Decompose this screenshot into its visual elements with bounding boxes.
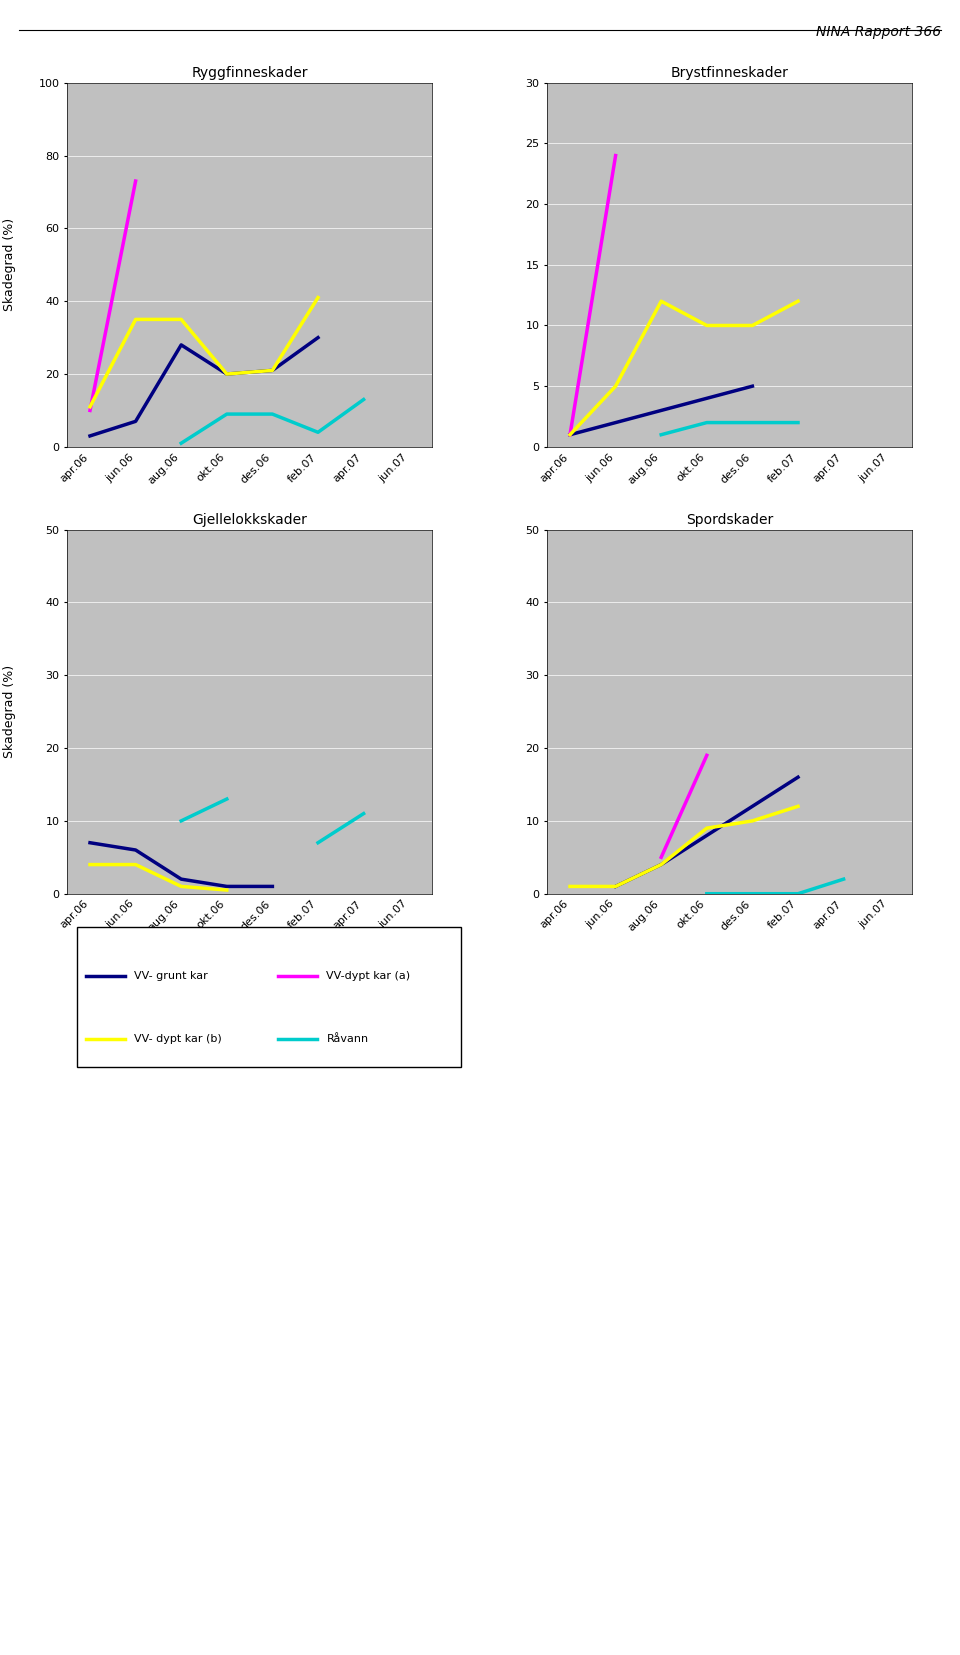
Title: Ryggfinneskader: Ryggfinneskader xyxy=(191,66,308,79)
Title: Brystfinneskader: Brystfinneskader xyxy=(671,66,788,79)
Title: Gjellelokkskader: Gjellelokkskader xyxy=(192,513,307,526)
Text: Råvann: Råvann xyxy=(326,1034,369,1044)
Text: Skadegrad (%): Skadegrad (%) xyxy=(3,218,16,311)
Text: VV- dypt kar (b): VV- dypt kar (b) xyxy=(134,1034,222,1044)
Text: VV- grunt kar: VV- grunt kar xyxy=(134,971,208,981)
Title: Spordskader: Spordskader xyxy=(686,513,773,526)
Text: Skadegrad (%): Skadegrad (%) xyxy=(3,665,16,758)
Text: NINA Rapport 366: NINA Rapport 366 xyxy=(816,25,941,38)
Text: VV-dypt kar (a): VV-dypt kar (a) xyxy=(326,971,411,981)
